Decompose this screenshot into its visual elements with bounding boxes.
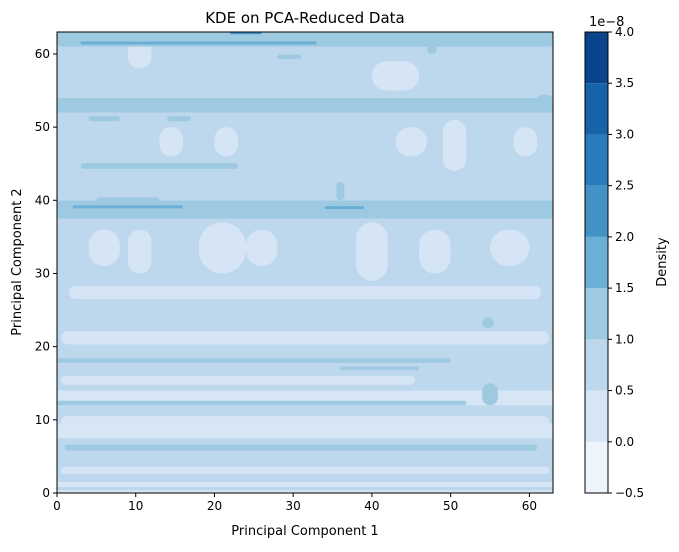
density-high-region: [64, 444, 538, 451]
density-low-region: [442, 119, 467, 172]
density-low-region: [88, 229, 120, 267]
y-tick-label: 30: [35, 266, 50, 280]
density-low-region: [395, 127, 428, 157]
density-high-region: [88, 100, 404, 109]
colorbar-tick-label: 0.0: [615, 435, 634, 449]
density-high-region: [57, 477, 553, 483]
colorbar-tick-label: 2.0: [615, 230, 634, 244]
density-high-region: [537, 94, 553, 106]
density-low-region: [371, 61, 420, 91]
x-tick-label: 20: [207, 499, 222, 513]
y-tick-label: 40: [35, 193, 50, 207]
x-tick-label: 30: [286, 499, 301, 513]
density-high-region: [57, 32, 553, 35]
colorbar-tick-label: 3.0: [615, 127, 634, 141]
colorbar-segment: [585, 441, 608, 493]
colorbar-segment: [585, 134, 608, 186]
density-high-region: [277, 54, 302, 60]
plot-area: [57, 32, 553, 493]
plot-frame: [56, 31, 554, 494]
y-axis: 0 10 20 30 40 50 60: [35, 47, 57, 500]
density-low-region: [513, 127, 538, 157]
density-high-region: [72, 205, 183, 209]
x-axis: 0 10 20 30 40 50 60: [53, 493, 537, 513]
density-band: [57, 302, 553, 333]
density-band: [57, 32, 553, 40]
density-low-region: [198, 222, 246, 274]
colorbar-scale-note: 1e−8: [589, 15, 624, 30]
chart-title: KDE on PCA-Reduced Data: [205, 9, 405, 27]
colorbar-segment: [585, 339, 608, 391]
colorbar-tick-label: 4.0: [615, 25, 634, 39]
density-low-region: [159, 127, 183, 157]
y-tick-label: 10: [35, 413, 50, 427]
colorbar-label: Density: [655, 237, 670, 287]
density-low-region: [490, 229, 530, 267]
density-band: [57, 61, 553, 98]
colorbar-tick-label: −0.5: [615, 486, 644, 500]
density-low-region: [60, 375, 416, 385]
density-low-region: [68, 285, 542, 300]
density-high-region: [80, 41, 317, 45]
density-high-region: [57, 487, 553, 491]
colorbar-segment: [585, 288, 608, 340]
density-high-region: [482, 383, 498, 406]
density-high-region: [57, 202, 553, 212]
x-tick-label: 40: [364, 499, 379, 513]
density-high-region: [167, 116, 191, 122]
colorbar-tick-label: 1.0: [615, 332, 634, 346]
density-low-region: [419, 229, 451, 274]
density-band: [57, 346, 553, 369]
y-tick-label: 20: [35, 340, 50, 354]
density-high-region: [88, 116, 120, 122]
density-low-region: [60, 416, 550, 428]
colorbar-tick-label: 2.5: [615, 179, 634, 193]
density-low-region: [127, 229, 152, 274]
density-low-region: [60, 331, 550, 345]
x-tick-label: 50: [443, 499, 458, 513]
density-band: [57, 112, 553, 164]
density-high-region: [96, 197, 160, 202]
colorbar-tick-label: 0.5: [615, 384, 634, 398]
density-high-region: [427, 43, 437, 54]
density-high-region: [230, 32, 262, 35]
density-low-region: [214, 127, 239, 157]
density-band: [57, 163, 553, 201]
density-high-region: [336, 182, 345, 201]
colorbar-segment: [585, 32, 608, 84]
density-high-region: [340, 366, 420, 371]
colorbar-segment: [585, 185, 608, 237]
density-high-region: [324, 206, 365, 210]
y-tick-label: 0: [42, 486, 50, 500]
colorbar-segment: [585, 83, 608, 135]
x-tick-label: 10: [128, 499, 143, 513]
x-axis-label: Principal Component 1: [231, 524, 378, 539]
density-low-region: [60, 466, 550, 474]
y-tick-label: 60: [35, 47, 50, 61]
density-low-region: [356, 222, 388, 281]
colorbar-frame: [584, 31, 609, 494]
colorbar-axis: −0.5 0.0 0.5 1.0 1.5 2.0 2.5 3.0 3.5 4.0: [608, 25, 644, 500]
y-tick-label: 50: [35, 120, 50, 134]
y-axis-label: Principal Component 2: [10, 188, 25, 335]
density-high-region: [482, 317, 494, 329]
colorbar: [585, 32, 608, 493]
colorbar-segment: [585, 390, 608, 442]
x-tick-label: 60: [522, 499, 537, 513]
density-high-region: [80, 162, 239, 169]
colorbar-tick-label: 3.5: [615, 76, 634, 90]
colorbar-segment: [585, 236, 608, 289]
density-high-region: [57, 400, 467, 406]
density-high-region: [57, 358, 451, 363]
density-low-region: [245, 229, 278, 267]
colorbar-tick-label: 1.5: [615, 281, 634, 295]
x-tick-label: 0: [53, 499, 61, 513]
